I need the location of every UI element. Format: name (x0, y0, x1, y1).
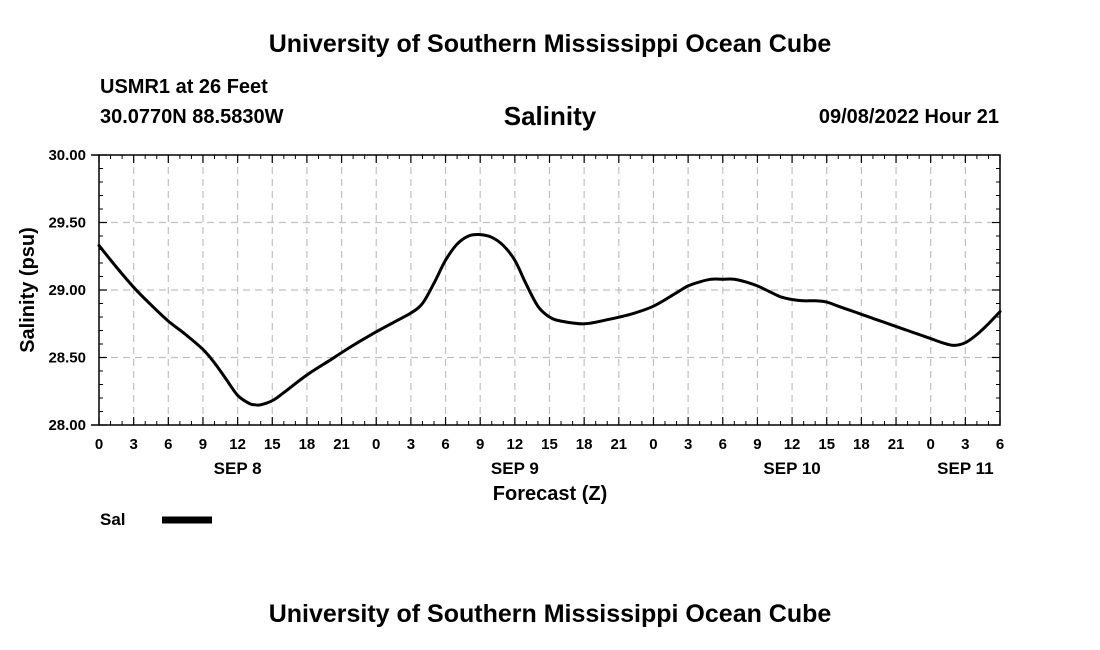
x-tick-label: 9 (199, 436, 207, 453)
x-tick-label: 6 (441, 436, 449, 453)
y-axis-title: Salinity (psu) (17, 227, 39, 353)
legend-label: Sal (100, 510, 126, 529)
day-label: SEP 10 (763, 459, 820, 478)
x-tick-label: 3 (961, 436, 969, 453)
x-tick-label: 9 (476, 436, 484, 453)
x-tick-label: 15 (541, 436, 558, 453)
y-tick-label: 29.00 (48, 282, 86, 299)
x-tick-label: 12 (507, 436, 524, 453)
x-tick-label: 3 (684, 436, 692, 453)
x-tick-label: 21 (333, 436, 350, 453)
x-tick-label: 0 (95, 436, 103, 453)
x-tick-label: 6 (164, 436, 172, 453)
x-tick-label: 21 (888, 436, 905, 453)
y-tick-label: 30.00 (48, 147, 86, 164)
x-tick-label: 15 (818, 436, 835, 453)
x-tick-label: 6 (719, 436, 727, 453)
x-tick-label: 0 (649, 436, 657, 453)
x-tick-label: 3 (129, 436, 137, 453)
day-label: SEP 9 (491, 459, 539, 478)
x-tick-label: 0 (927, 436, 935, 453)
x-tick-label: 12 (229, 436, 246, 453)
x-tick-label: 15 (264, 436, 281, 453)
x-tick-label: 12 (784, 436, 801, 453)
station-label: USMR1 at 26 Feet (100, 76, 268, 98)
x-tick-label: 3 (407, 436, 415, 453)
x-tick-label: 9 (753, 436, 761, 453)
x-tick-label: 18 (576, 436, 593, 453)
x-tick-label: 21 (610, 436, 627, 453)
page-title-top: University of Southern Mississippi Ocean… (268, 30, 832, 58)
plot-frame (98, 154, 1001, 426)
x-tick-label: 18 (299, 436, 316, 453)
datetime-label: 09/08/2022 Hour 21 (818, 106, 999, 128)
day-label: SEP 11 (937, 459, 993, 478)
x-tick-label: 6 (996, 436, 1004, 453)
x-axis-title: Forecast (Z) (493, 483, 607, 505)
page-title-bottom: University of Southern Mississippi Ocean… (268, 600, 832, 628)
chart-title: Salinity (503, 101, 597, 131)
y-tick-label: 28.50 (48, 350, 86, 367)
x-tick-label: 0 (372, 436, 380, 453)
day-label: SEP 8 (214, 459, 262, 478)
coordinates-label: 30.0770N 88.5830W (100, 106, 284, 128)
y-tick-label: 29.50 (48, 215, 86, 232)
series-line-sal (97, 233, 1002, 407)
y-tick-label: 28.00 (48, 417, 86, 434)
x-tick-label: 18 (853, 436, 870, 453)
